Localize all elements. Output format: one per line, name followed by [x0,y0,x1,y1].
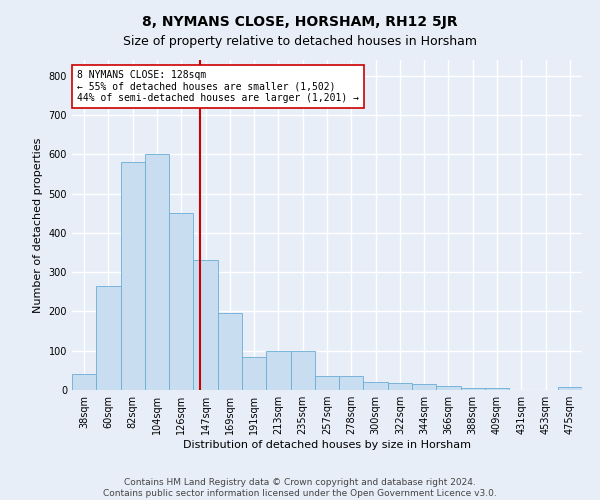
Bar [145,154,169,390]
Bar [412,384,436,390]
Bar [266,350,290,390]
Y-axis label: Number of detached properties: Number of detached properties [33,138,43,312]
Bar [96,286,121,390]
X-axis label: Distribution of detached houses by size in Horsham: Distribution of detached houses by size … [183,440,471,450]
Bar [169,213,193,390]
Bar [72,374,96,390]
Bar [193,260,218,390]
Bar [315,376,339,390]
Bar [218,314,242,390]
Bar [339,376,364,390]
Bar [290,350,315,390]
Bar [461,388,485,390]
Text: 8, NYMANS CLOSE, HORSHAM, RH12 5JR: 8, NYMANS CLOSE, HORSHAM, RH12 5JR [142,15,458,29]
Bar [388,384,412,390]
Bar [121,162,145,390]
Text: 8 NYMANS CLOSE: 128sqm
← 55% of detached houses are smaller (1,502)
44% of semi-: 8 NYMANS CLOSE: 128sqm ← 55% of detached… [77,70,359,103]
Text: Contains HM Land Registry data © Crown copyright and database right 2024.
Contai: Contains HM Land Registry data © Crown c… [103,478,497,498]
Bar [242,356,266,390]
Bar [364,382,388,390]
Bar [436,386,461,390]
Bar [558,387,582,390]
Text: Size of property relative to detached houses in Horsham: Size of property relative to detached ho… [123,35,477,48]
Bar [485,388,509,390]
